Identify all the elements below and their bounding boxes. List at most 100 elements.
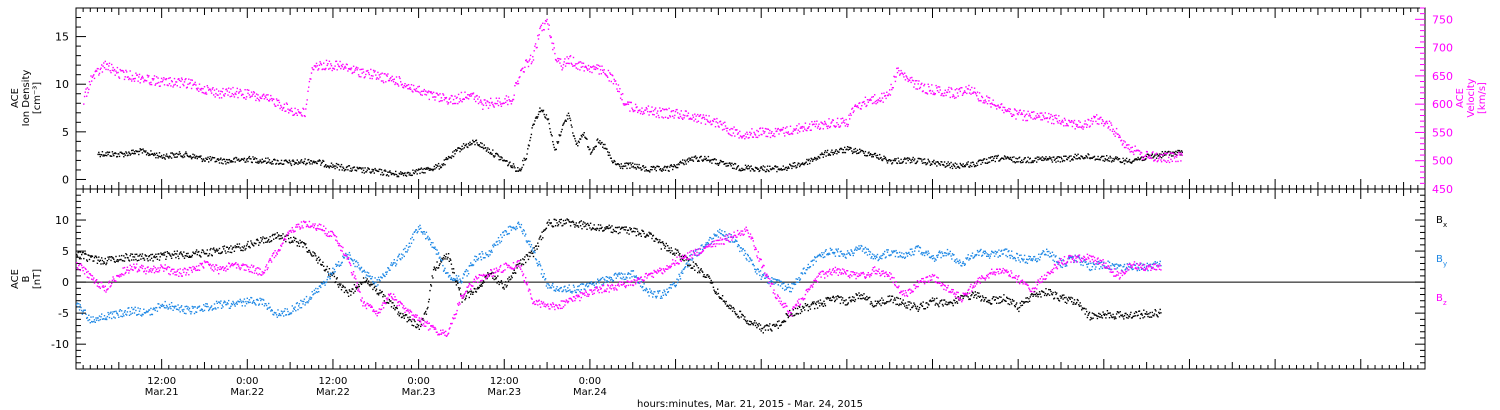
velocity-series-point	[740, 135, 742, 138]
ion-density-series-point	[527, 144, 530, 146]
bx-series-point	[216, 250, 218, 252]
ion-density-series-point	[1047, 159, 1049, 161]
bx-series-point	[523, 259, 525, 261]
ion-density-series-point	[186, 154, 188, 157]
velocity-series-point	[674, 114, 676, 117]
bx-series-point	[118, 259, 120, 261]
velocity-series-point	[123, 71, 125, 73]
ion-density-series-point	[826, 149, 829, 152]
velocity-series-point	[1006, 109, 1009, 111]
velocity-series-point	[590, 66, 592, 69]
velocity-series-point	[948, 91, 951, 93]
bx-series-point	[785, 313, 787, 315]
ion-density-series-point	[139, 148, 141, 150]
ion-density-series-point	[404, 172, 406, 174]
velocity-series-point	[609, 72, 611, 74]
bottom-panel-frame	[75, 188, 1426, 370]
bx-series-point	[674, 248, 677, 250]
ion-density-series-point	[645, 169, 647, 171]
bx-series-point	[218, 247, 221, 250]
ion-density-series-point	[368, 168, 370, 170]
bx-series-point	[713, 289, 715, 291]
ion-density-series-point	[163, 157, 166, 159]
velocity-series-point	[957, 95, 959, 97]
bx-series-point	[336, 277, 338, 279]
velocity-series-point	[434, 99, 436, 101]
ion-density-series-point	[966, 163, 969, 166]
ion-density-series-point	[996, 155, 999, 158]
ion-density-series-point	[627, 162, 629, 164]
ion-density-series-point	[724, 162, 727, 165]
bx-series-point	[586, 228, 588, 230]
ion-density-series-point	[851, 152, 854, 155]
ion-density-series-point	[552, 143, 555, 146]
velocity-series-point	[193, 83, 196, 85]
bx-series-point	[271, 234, 273, 237]
bx-series-point	[562, 224, 564, 227]
velocity-series-point	[169, 77, 171, 79]
velocity-series-point	[779, 130, 782, 132]
bx-series-point	[643, 232, 645, 235]
velocity-series-point	[657, 114, 660, 117]
bx-series-point	[632, 230, 635, 232]
velocity-series-point	[1027, 110, 1029, 113]
velocity-series-point	[180, 77, 183, 79]
bx-series-point	[637, 230, 639, 233]
ion-density-series-point	[628, 162, 630, 164]
velocity-series-point	[368, 73, 370, 76]
ion-density-series-point	[230, 160, 233, 162]
ion-density-series-point	[1079, 158, 1081, 160]
ion-density-series-point	[562, 123, 565, 125]
velocity-series-point	[234, 92, 236, 94]
ion-density-series-point	[342, 167, 345, 170]
velocity-series-point	[361, 72, 363, 74]
ion-density-series-point	[387, 171, 389, 173]
velocity-series-point	[391, 75, 393, 78]
bx-series-point	[743, 318, 745, 320]
ion-density-series-point	[207, 156, 209, 158]
velocity-series-point	[587, 69, 589, 71]
bx-series-point	[645, 235, 647, 237]
ion-density-series-point	[317, 160, 319, 162]
velocity-series-point	[895, 76, 897, 78]
ion-density-series-point	[318, 159, 321, 161]
velocity-series-point	[830, 122, 832, 124]
ion-density-series-point	[272, 163, 274, 165]
velocity-series-point	[440, 97, 443, 99]
velocity-series-point	[726, 130, 728, 132]
bx-series-point	[350, 294, 352, 296]
velocity-series-point	[278, 101, 281, 104]
bx-series-point	[156, 258, 159, 260]
velocity-series-point	[810, 129, 812, 131]
bx-series-point	[437, 267, 440, 269]
bx-series-point	[372, 288, 374, 291]
velocity-series-point	[195, 84, 197, 86]
bx-series-point	[657, 238, 659, 241]
ion-density-series-point	[570, 124, 572, 126]
velocity-series-point	[173, 84, 175, 86]
ion-density-series-point	[780, 167, 782, 170]
ion-density-series-point	[526, 153, 528, 155]
ion-density-series-point	[475, 139, 478, 141]
velocity-series-point	[235, 90, 238, 93]
velocity-series-point	[1036, 113, 1039, 115]
velocity-series-point	[753, 131, 755, 134]
velocity-series-point	[103, 62, 105, 64]
ion-density-series-point	[544, 116, 546, 118]
ion-density-series-point	[333, 165, 336, 167]
ion-density-series-point	[455, 150, 458, 152]
velocity-series-point	[1105, 121, 1107, 123]
ion-density-series-point	[908, 157, 910, 159]
velocity-series-point	[116, 72, 118, 74]
bx-series-point	[669, 251, 672, 254]
velocity-series-point	[1063, 125, 1065, 127]
bx-series-point	[86, 260, 89, 262]
ion-density-series-point	[669, 166, 671, 168]
bx-series-point	[245, 247, 247, 250]
ion-density-series-point	[669, 164, 672, 167]
bx-series-point	[238, 246, 240, 248]
velocity-series-point	[338, 66, 341, 68]
velocity-series-point	[584, 66, 586, 68]
ion-density-series-point	[1170, 155, 1173, 157]
velocity-series-point	[692, 114, 694, 116]
